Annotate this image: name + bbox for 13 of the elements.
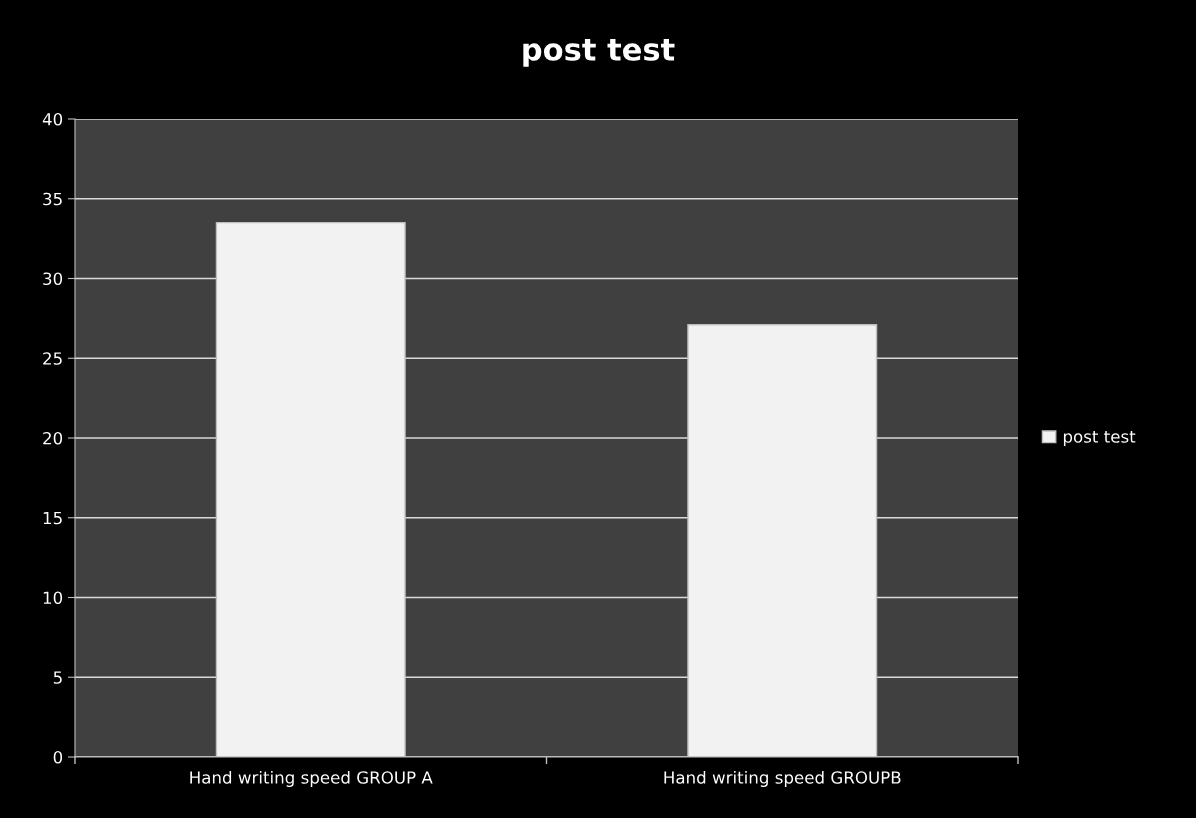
- y-tick-label: 0: [53, 750, 63, 764]
- y-tick-label: 25: [43, 352, 62, 365]
- y-tick-label: 40: [42, 112, 63, 126]
- y-tick-label: 15: [43, 511, 62, 525]
- y-tick-label: 35: [43, 192, 62, 206]
- x-tick-label: Hand writing speed GROUPB: [664, 770, 901, 788]
- y-tick-label: 10: [43, 591, 63, 605]
- x-tick-label: Hand writing speed GROUP A: [190, 770, 433, 788]
- y-tick-label: 20: [43, 431, 63, 445]
- chart-title: post test: [523, 38, 675, 67]
- y-tick-label: 30: [43, 272, 63, 286]
- legend-label: post test: [1063, 430, 1136, 447]
- y-tick-label: 5: [53, 671, 62, 684]
